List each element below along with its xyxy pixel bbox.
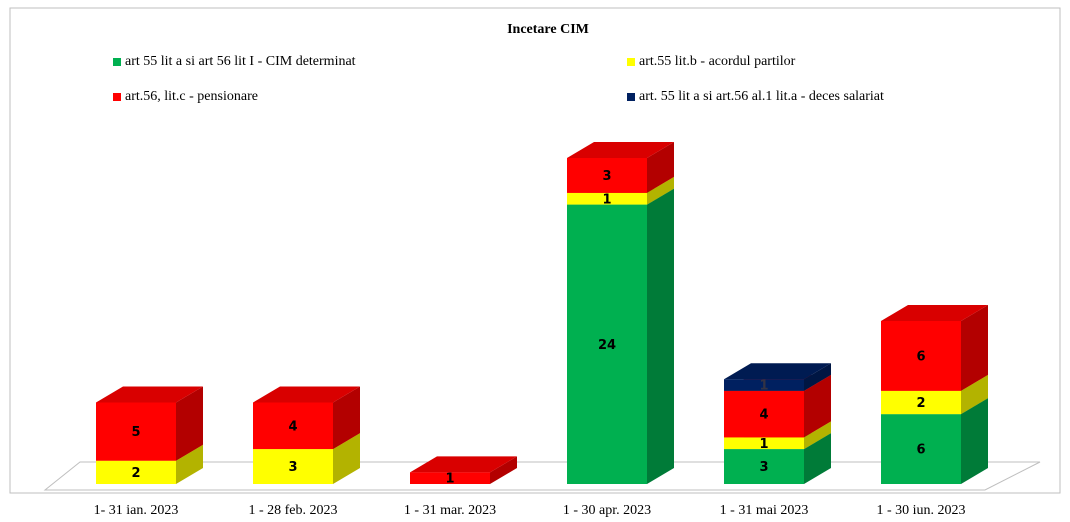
chart-title: Incetare CIM <box>507 22 589 37</box>
bar-side <box>176 444 203 484</box>
bar-top <box>724 363 831 380</box>
bar-segment <box>253 386 360 450</box>
bar-front <box>96 402 176 461</box>
bar-side <box>961 398 988 484</box>
bar-front <box>724 379 804 391</box>
bar-front <box>567 158 647 193</box>
value-label: 6 <box>916 349 925 364</box>
bar-top <box>96 386 203 403</box>
bar-front <box>567 192 647 205</box>
value-label: 3 <box>759 460 768 475</box>
value-label: 3 <box>602 169 611 184</box>
value-label: 3 <box>288 460 297 475</box>
x-tick-label: 1 - 30 iun. 2023 <box>876 503 965 518</box>
bar-front <box>724 437 804 450</box>
value-label: 4 <box>759 408 768 423</box>
bar-front <box>724 390 804 438</box>
bar-side <box>804 374 831 438</box>
bar-front <box>881 414 961 484</box>
legend-label: art 55 lit a si art 56 lit I - CIM deter… <box>125 54 356 69</box>
x-tick-label: 1 - 31 mar. 2023 <box>404 503 496 518</box>
legend-label: art.56, lit.c - pensionare <box>125 89 258 104</box>
bar-side <box>647 142 674 193</box>
bar-front <box>253 402 333 450</box>
bar-top <box>253 386 360 403</box>
x-tick-label: 1 - 30 apr. 2023 <box>563 503 651 518</box>
bar-segment <box>567 188 674 485</box>
bar-segment <box>881 305 988 391</box>
bar-side <box>804 363 831 391</box>
value-label: 24 <box>598 338 616 353</box>
x-tick-label: 1 - 31 mai 2023 <box>720 503 809 518</box>
value-label: 4 <box>288 419 297 434</box>
value-label: 6 <box>916 443 925 458</box>
legend-label: art. 55 lit a si art.56 al.1 lit.a - dec… <box>639 89 884 104</box>
bar-side <box>804 421 831 450</box>
bar-segment <box>724 363 831 391</box>
bar-side <box>961 374 988 415</box>
bar-front <box>410 472 490 484</box>
legend-label: art.55 lit.b - acordul partilor <box>639 54 796 69</box>
bar-top <box>567 142 674 158</box>
value-label: 1 <box>759 379 768 394</box>
bar-segment <box>96 386 203 461</box>
bar-segment <box>567 142 674 193</box>
bar-front <box>881 390 961 415</box>
bar-top <box>410 456 517 473</box>
bar-front <box>96 460 176 484</box>
legend-swatch <box>113 58 121 66</box>
bar-side <box>490 456 517 484</box>
bar-side <box>647 176 674 205</box>
value-label: 1 <box>759 437 768 452</box>
x-tick-label: 1- 31 ian. 2023 <box>94 503 179 518</box>
legend-swatch <box>627 93 635 101</box>
bar-front <box>253 449 333 484</box>
value-label: 2 <box>916 396 925 411</box>
bar-front <box>881 321 961 391</box>
bar-side <box>647 188 674 485</box>
bar-segment <box>410 456 517 484</box>
bar-side <box>804 433 831 484</box>
bar-front <box>724 449 804 484</box>
bar-front <box>567 204 647 485</box>
legend-swatch <box>113 93 121 101</box>
bar-side <box>176 386 203 461</box>
bar-side <box>961 305 988 391</box>
value-label: 1 <box>445 472 454 487</box>
bar-side <box>333 386 360 450</box>
value-label: 2 <box>131 466 140 481</box>
bar-side <box>333 433 360 484</box>
legend-swatch <box>627 58 635 66</box>
x-tick-label: 1 - 28 feb. 2023 <box>248 503 337 518</box>
bar-top <box>881 305 988 321</box>
value-label: 1 <box>602 192 611 207</box>
value-label: 5 <box>131 425 140 440</box>
